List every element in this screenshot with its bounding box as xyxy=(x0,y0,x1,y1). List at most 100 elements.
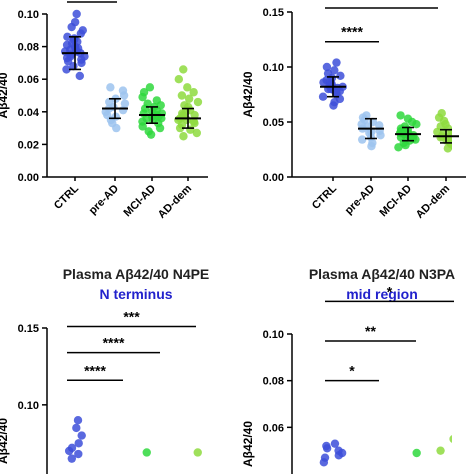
y-tick-label: 0.00 xyxy=(18,172,39,184)
y-axis-label: Aβ42/40 xyxy=(241,421,255,467)
y-tick-label: 0.06 xyxy=(18,74,39,86)
data-point xyxy=(362,111,371,120)
data-point xyxy=(74,439,83,448)
data-point xyxy=(400,122,410,131)
panel-3-subtitle: N terminus xyxy=(99,286,172,302)
data-point xyxy=(184,94,194,103)
significance-label: * xyxy=(349,363,355,379)
data-point xyxy=(67,443,77,453)
data-point xyxy=(77,431,86,440)
data-point xyxy=(330,66,339,75)
panel-4-subtitle: mid region xyxy=(346,286,418,302)
data-point xyxy=(180,101,189,110)
significance-label: ** xyxy=(365,323,376,339)
significance-label: * xyxy=(387,283,393,299)
significance-label: *** xyxy=(123,308,140,324)
data-point xyxy=(70,17,80,27)
data-point xyxy=(183,83,192,92)
significance-label: **** xyxy=(341,24,363,40)
data-point xyxy=(73,416,83,425)
data-point xyxy=(74,449,83,459)
data-point xyxy=(63,32,72,42)
panel-4-title: Plasma Aβ42/40 N3PA xyxy=(309,266,455,282)
data-point xyxy=(139,109,149,118)
data-point xyxy=(177,91,187,100)
data-point xyxy=(318,92,328,101)
data-point xyxy=(144,127,153,136)
panel-2: 0.00 0.05 0.10 0.15 Aβ42/40 CTRL pre-AD MCI-AD A… xyxy=(241,7,466,221)
data-points xyxy=(318,58,452,153)
x-tick-label: MCI-AD xyxy=(378,183,415,220)
data-point xyxy=(174,75,184,84)
data-point xyxy=(145,83,155,92)
data-point xyxy=(106,83,115,92)
data-points xyxy=(64,416,202,463)
y-tick-label: 0.15 xyxy=(263,7,284,19)
data-point xyxy=(395,128,405,138)
data-point xyxy=(179,65,188,74)
x-tick-label: pre-AD xyxy=(87,183,121,217)
data-point xyxy=(105,97,114,107)
x-tick-label: AD-dem xyxy=(414,182,452,220)
data-point xyxy=(412,448,421,458)
y-tick-label: 0.10 xyxy=(263,62,284,74)
data-point xyxy=(322,441,331,451)
data-point xyxy=(193,97,203,107)
y-tick-label: 0.08 xyxy=(18,42,39,54)
y-tick-label: 0.10 xyxy=(263,329,284,341)
data-point xyxy=(118,86,128,95)
y-tick-label: 0.08 xyxy=(263,376,284,388)
data-point xyxy=(193,448,202,457)
data-point xyxy=(330,439,340,448)
data-point xyxy=(62,65,71,74)
data-point xyxy=(142,448,151,457)
significance-label: **** xyxy=(103,335,125,351)
y-tick-label: 0.00 xyxy=(263,172,284,184)
x-tick-label: MCI-AD xyxy=(122,183,159,220)
data-point xyxy=(152,96,162,105)
y-axis-label: Aβ42/40 xyxy=(0,418,10,464)
data-point xyxy=(336,71,345,81)
y-tick-label: 0.10 xyxy=(18,9,39,21)
data-point xyxy=(157,114,166,123)
data-point xyxy=(323,69,333,78)
panel-3-title: Plasma Aβ42/40 N4PE xyxy=(63,266,210,282)
data-point xyxy=(143,99,152,108)
data-point xyxy=(78,26,87,35)
data-point xyxy=(120,99,130,108)
data-point xyxy=(67,454,77,463)
data-point xyxy=(189,88,198,97)
data-point xyxy=(189,117,199,126)
data-point xyxy=(178,110,188,120)
data-point xyxy=(396,111,405,120)
data-point xyxy=(403,114,413,123)
data-point xyxy=(322,62,332,72)
data-points xyxy=(60,9,203,141)
x-tick-label: CTRL xyxy=(52,182,81,211)
y-tick-label: 0.04 xyxy=(18,107,40,119)
y-tick-label: 0.05 xyxy=(263,117,284,129)
data-point xyxy=(332,58,341,67)
data-point xyxy=(66,52,75,61)
panel-1: 0.00 0.02 0.04 0.06 0.08 0.10 Aβ42/40 CTRL pre-A… xyxy=(0,9,208,221)
y-tick-label: 0.06 xyxy=(263,422,284,434)
x-tick-label: pre-AD xyxy=(343,183,377,217)
data-point xyxy=(334,446,343,455)
data-points xyxy=(319,435,452,467)
data-point xyxy=(449,435,452,443)
data-point xyxy=(437,109,446,118)
significance-label: **** xyxy=(84,362,106,378)
x-tick-label: CTRL xyxy=(310,182,339,211)
x-tick-label: AD-dem xyxy=(156,182,194,220)
data-point xyxy=(436,446,445,455)
y-axis-label: Aβ42/40 xyxy=(0,72,10,118)
data-point xyxy=(139,88,149,97)
y-tick-label: 0.10 xyxy=(18,400,39,412)
data-point xyxy=(72,423,81,433)
y-tick-label: 0.15 xyxy=(18,323,39,335)
data-point xyxy=(357,135,367,144)
data-point xyxy=(320,453,330,462)
